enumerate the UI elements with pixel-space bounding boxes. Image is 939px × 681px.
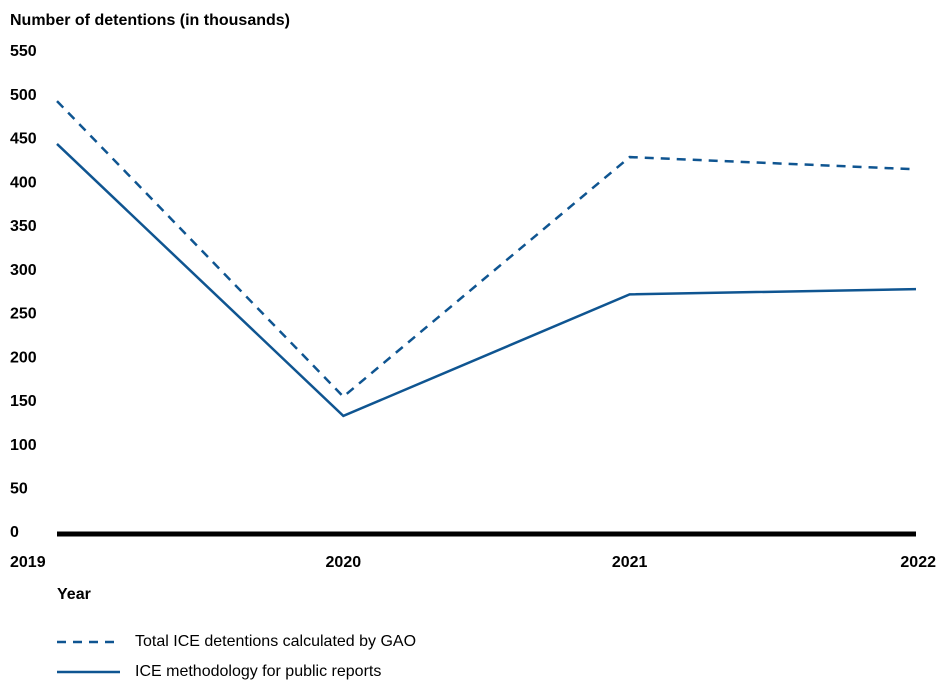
y-tick-label: 150 (10, 393, 37, 410)
y-tick-label: 450 (10, 131, 37, 148)
y-axis-label: Number of detentions (in thousands) (10, 12, 290, 29)
x-tick-label: 2019 (10, 554, 46, 571)
series-line (56, 100, 917, 399)
y-tick-label: 500 (10, 87, 37, 104)
legend-label: ICE methodology for public reports (135, 663, 381, 680)
y-tick-label: 350 (10, 218, 37, 235)
legend-label: Total ICE detentions calculated by GAO (135, 633, 416, 650)
y-tick-label: 300 (10, 262, 37, 279)
x-tick-label: 2020 (326, 554, 362, 571)
x-axis-label: Year (57, 586, 91, 603)
y-tick-label: 0 (10, 524, 19, 541)
x-tick-label: 2021 (612, 554, 648, 571)
y-tick-label: 550 (10, 43, 37, 60)
x-tick-label: 2022 (900, 554, 936, 571)
series-line (56, 143, 917, 418)
y-tick-label: 400 (10, 174, 37, 191)
y-tick-label: 100 (10, 437, 37, 454)
y-tick-label: 50 (10, 480, 28, 497)
y-tick-label: 200 (10, 349, 37, 366)
y-tick-label: 250 (10, 306, 37, 323)
